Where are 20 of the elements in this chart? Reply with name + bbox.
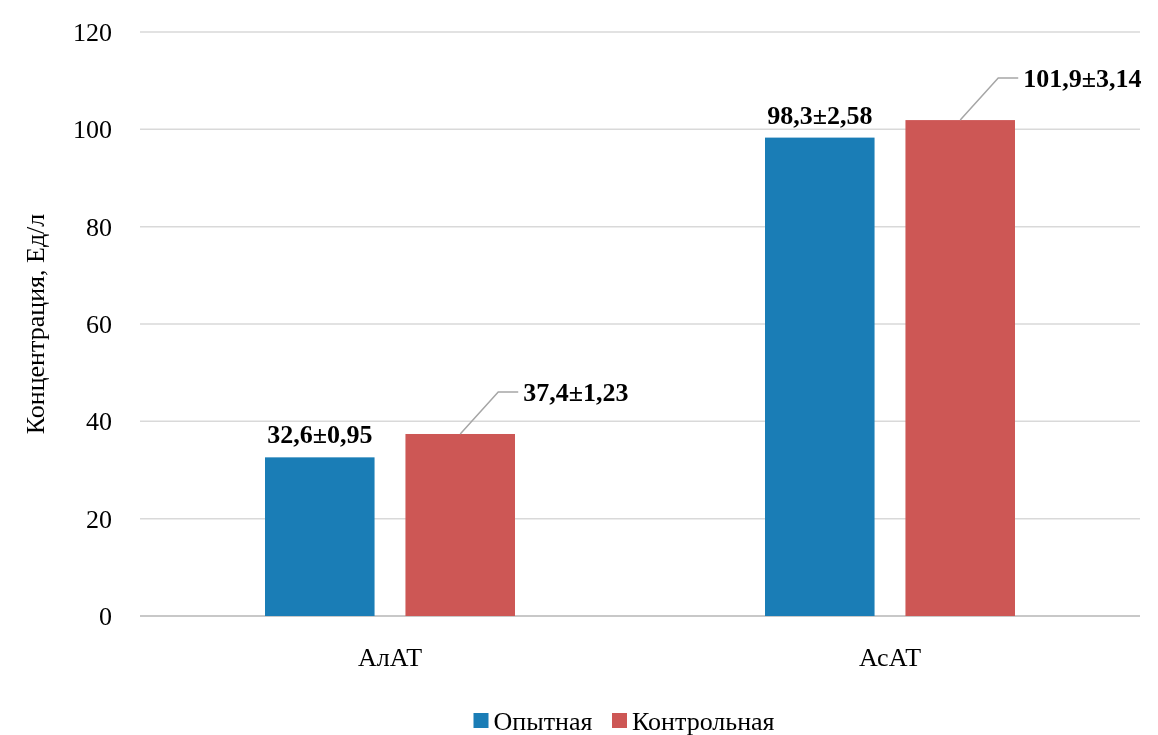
y-axis-title: Концентрация, Ед/л: [21, 213, 50, 435]
y-tick-label: 40: [86, 407, 112, 437]
legend-label: Опытная: [493, 707, 593, 735]
bar: [905, 120, 1015, 616]
y-tick-label: 100: [73, 115, 112, 145]
data-label: 32,6±0,95: [267, 420, 373, 450]
y-tick-label: 60: [86, 310, 112, 340]
bar: [765, 137, 875, 616]
x-tick-label: АсАТ: [858, 643, 922, 672]
y-tick-label: 120: [73, 18, 112, 48]
legend-label: Контрольная: [632, 707, 775, 735]
bar: [265, 457, 375, 616]
y-tick-label: 80: [86, 212, 112, 242]
y-tick-label: 20: [86, 504, 112, 534]
data-label: 37,4±1,23: [523, 378, 629, 408]
data-label: 98,3±2,58: [767, 100, 873, 130]
y-tick-label: 0: [99, 602, 112, 632]
x-tick-label: АлАТ: [357, 643, 423, 672]
data-label: 101,9±3,14: [1023, 64, 1142, 94]
bar: [405, 433, 515, 616]
